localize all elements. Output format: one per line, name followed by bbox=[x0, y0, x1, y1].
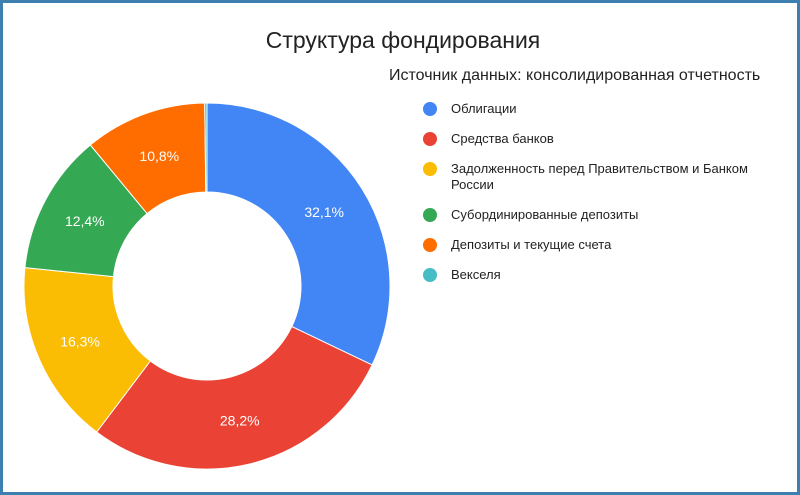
slice-label-1: 28,2% bbox=[220, 413, 260, 429]
legend-label-5: Векселя bbox=[451, 267, 501, 282]
legend-label-4: Депозиты и текущие счета bbox=[451, 237, 612, 252]
chart-subtitle: Источник данных: консолидированная отчет… bbox=[389, 67, 761, 84]
legend-item-1: Средства банков bbox=[423, 131, 783, 147]
legend-label-2: Задолженность перед Правительством и Бан… bbox=[451, 161, 748, 192]
legend-item-0: Облигации bbox=[423, 101, 783, 117]
slice-label-4: 10,8% bbox=[139, 148, 179, 164]
legend-label-1: Средства банков bbox=[451, 131, 554, 146]
legend-label-0: Облигации bbox=[451, 101, 517, 116]
legend-item-5: Векселя bbox=[423, 267, 783, 283]
slice-5 bbox=[204, 102, 208, 193]
donut-chart: 32,1% 28,2% 16,3% 12,4% 10,8% bbox=[23, 102, 391, 470]
legend-swatch-2 bbox=[423, 162, 437, 176]
legend-item-2: Задолженность перед Правительством и Бан… bbox=[423, 161, 783, 193]
legend-swatch-5 bbox=[423, 268, 437, 282]
slice-label-0: 32,1% bbox=[304, 204, 344, 220]
chart-title: Структура фондирования bbox=[265, 27, 541, 53]
legend-item-4: Депозиты и текущие счета bbox=[423, 237, 783, 253]
slice-label-2: 16,3% bbox=[60, 333, 100, 349]
legend-item-3: Субординированные депозиты bbox=[423, 207, 783, 223]
legend-swatch-1 bbox=[423, 132, 437, 146]
legend-swatch-3 bbox=[423, 208, 437, 222]
slice-label-3: 12,4% bbox=[65, 213, 105, 229]
slice-0 bbox=[206, 102, 391, 366]
chart-legend: Облигации Средства банков Задолженность пе… bbox=[423, 101, 783, 297]
slice-1 bbox=[95, 325, 373, 470]
legend-label-3: Субординированные депозиты bbox=[451, 207, 639, 222]
legend-swatch-0 bbox=[423, 102, 437, 116]
legend-swatch-4 bbox=[423, 238, 437, 252]
slice-2 bbox=[23, 267, 152, 433]
